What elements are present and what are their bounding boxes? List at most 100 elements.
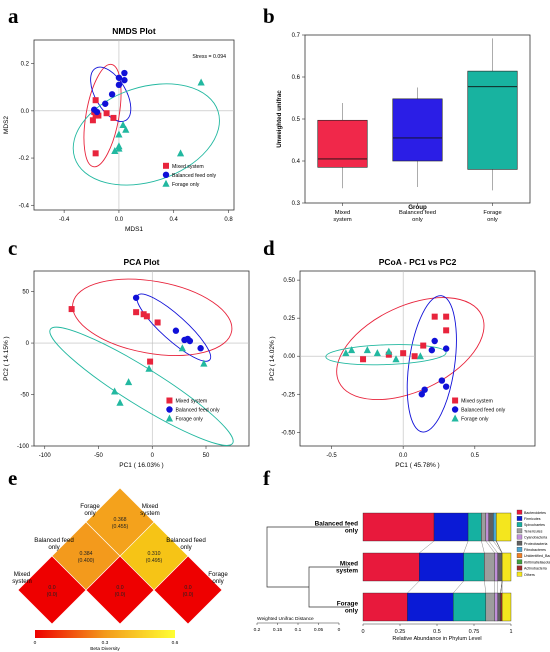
connector-line	[500, 580, 503, 594]
dendrogram-scale-label: Weighted Unifrac Distance	[257, 616, 314, 622]
legend-label: Balanced feed only	[175, 408, 220, 414]
data-point	[411, 353, 418, 360]
panel-f-letter: f	[263, 466, 270, 490]
legend-label: Mixed system	[461, 399, 493, 405]
connector-line	[493, 540, 503, 554]
connector-line	[485, 540, 495, 554]
x-tick-label: Mixed	[335, 210, 350, 216]
x-tick-label: 0.5	[471, 453, 480, 459]
data-point	[93, 108, 101, 116]
cell-value: 0.384	[80, 551, 93, 557]
category-label: only	[345, 528, 359, 535]
x-tick-label: 0.4	[170, 217, 179, 223]
legend-swatch	[516, 565, 523, 571]
legend-label: Mixed system	[175, 399, 207, 405]
legend-label: Cyanobacteria	[524, 536, 547, 540]
data-point	[443, 327, 450, 334]
stacked-bar-segment	[501, 552, 512, 582]
x-tick-label: only	[412, 217, 423, 223]
y-axis-label: MDS2	[3, 116, 10, 134]
legend-swatch	[516, 559, 523, 565]
cell-value: 0.0	[48, 585, 55, 591]
panel-a-letter: a	[8, 4, 19, 28]
connector-line	[463, 540, 469, 554]
category-label: Mixed	[340, 561, 358, 568]
stacked-bar-segment	[485, 512, 489, 542]
panel-b-letter: b	[263, 4, 275, 28]
y-tick-label: 0	[26, 341, 30, 347]
pcoa-plot: PCoA - PC1 vs PC2 -0.5 0.0 0.5 -0.50 -0.25 0.0…	[269, 257, 536, 469]
cell-sub-value: (0.0)	[47, 592, 58, 598]
data-point	[115, 74, 123, 81]
data-point	[143, 313, 150, 320]
data-point	[119, 121, 127, 128]
y-tick-label: 0.7	[292, 33, 301, 39]
legend-label: Balanced feed only	[172, 173, 217, 179]
plot-frame	[33, 39, 235, 211]
stacked-bar-segment	[484, 552, 495, 582]
y-tick-label: 0.25	[283, 316, 295, 322]
colorbar-tick: 0	[34, 640, 37, 646]
confidence-ellipse	[336, 297, 485, 401]
chart-title: PCA Plot	[123, 257, 159, 267]
y-tick-label: 0.4	[292, 159, 301, 165]
row-label: Balanced feed	[34, 537, 74, 544]
stacked-bar-segment	[419, 552, 464, 582]
data-point	[392, 355, 400, 363]
y-tick-label: 0.3	[292, 201, 301, 207]
stacked-bar-segment	[467, 512, 482, 542]
connector-line	[496, 540, 503, 554]
stacked-bar-segment	[463, 552, 485, 582]
data-point	[122, 125, 130, 133]
data-point	[347, 346, 356, 354]
row-label: Mixed	[14, 571, 31, 578]
stacked-bar-segment	[494, 592, 498, 622]
y-tick-label: 0.5	[292, 117, 301, 123]
connector-line	[484, 580, 487, 594]
data-point	[115, 142, 123, 150]
data-point	[103, 110, 110, 117]
data-point	[108, 91, 116, 98]
data-point	[125, 378, 133, 386]
pca-plot: PCA Plot -100 -50 0 50 -100 -50 0 50 PC1 ( 16.03%…	[3, 257, 250, 469]
x-tick-label: -0.5	[326, 453, 337, 459]
chart-title: NMDS Plot	[112, 26, 156, 36]
data-point	[121, 69, 128, 77]
legend-label: Others	[524, 573, 535, 577]
row-label: only	[84, 510, 96, 517]
row-label: Forage	[80, 503, 100, 510]
cell-value: 0.368	[114, 517, 127, 523]
legend-label: Tenericutes	[524, 529, 543, 533]
x-axis-label: Group	[408, 204, 427, 211]
stacked-bar-segment	[496, 512, 512, 542]
heatmap-cell	[85, 487, 155, 557]
panel-d-letter: d	[263, 236, 275, 260]
row-label: system	[12, 578, 32, 585]
stacked-bar-segment	[500, 592, 503, 622]
legend-label: Forage only	[175, 417, 203, 423]
data-point	[197, 345, 204, 352]
stress-annotation: Stress = 0.094	[192, 54, 226, 60]
legend-label: Spirochaetes	[524, 523, 545, 527]
legend-marker	[451, 406, 459, 413]
x-axis-label: PC1 ( 45.78% )	[395, 462, 439, 469]
legend-marker	[162, 179, 170, 187]
data-point	[140, 311, 147, 318]
dendrogram-scale-tick-label: 0.15	[273, 627, 283, 633]
cell-sub-value: (0.0)	[183, 592, 194, 598]
data-point	[110, 114, 117, 121]
legend-swatch	[516, 571, 523, 577]
connector-line	[453, 580, 464, 594]
stacked-bar-segment	[493, 512, 497, 542]
x-tick-label: 0.8	[224, 217, 233, 223]
legend-marker	[166, 397, 173, 404]
legend-swatch	[516, 553, 523, 558]
colorbar-title: Beta Diversity	[90, 646, 120, 652]
x-tick-label: -0.4	[59, 217, 70, 223]
legend-swatch	[516, 534, 523, 540]
legend-label: Kiritimatiellaeota	[524, 560, 550, 564]
category-label: system	[336, 568, 358, 575]
cell-value: 0.0	[116, 585, 123, 591]
y-tick-label: 0.50	[283, 278, 295, 284]
